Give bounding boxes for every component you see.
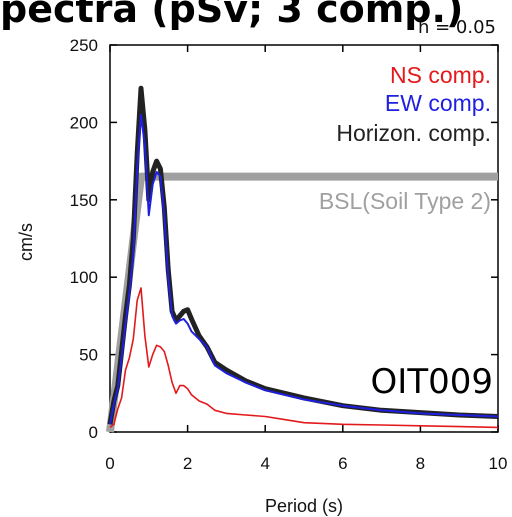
y-tick-label: 250 <box>70 36 98 55</box>
legend-entry: Horizon. comp. <box>336 120 491 146</box>
legend: NS comp.EW comp. Horizon. comp. BSL(Soil T… <box>319 62 491 214</box>
x-tick-label: 0 <box>105 454 114 473</box>
x-tick-label: 6 <box>338 454 347 473</box>
series-line-horizon-comp <box>107 85 499 425</box>
plot-frame <box>109 44 499 433</box>
cut-title: pectra (pSv; 3 comp.) <box>0 0 463 31</box>
y-tick-label: 0 <box>89 423 98 442</box>
series-line-ew-comp <box>109 113 499 425</box>
x-tick-label: 2 <box>183 454 192 473</box>
x-tick-label: 4 <box>260 454 269 473</box>
series-line-ns-comp <box>109 287 499 429</box>
legend-entry: BSL(Soil Type 2) <box>319 188 491 214</box>
y-tick-label: 50 <box>79 346 98 365</box>
y-tick-label: 200 <box>70 113 98 132</box>
damping-label: h = 0.05 <box>418 17 496 38</box>
x-axis-label: Period (s) <box>265 496 343 516</box>
x-tick-label: 8 <box>416 454 425 473</box>
y-tick-label: 100 <box>70 268 98 287</box>
series-layer <box>106 85 499 433</box>
legend-entry: EW comp. <box>385 90 491 116</box>
y-axis-label: cm/s <box>16 223 36 261</box>
x-tick-label: 10 <box>489 454 508 473</box>
legend-entry: NS comp. <box>390 62 491 88</box>
y-tick-label: 150 <box>70 191 98 210</box>
station-label: OIT009 <box>371 362 493 402</box>
